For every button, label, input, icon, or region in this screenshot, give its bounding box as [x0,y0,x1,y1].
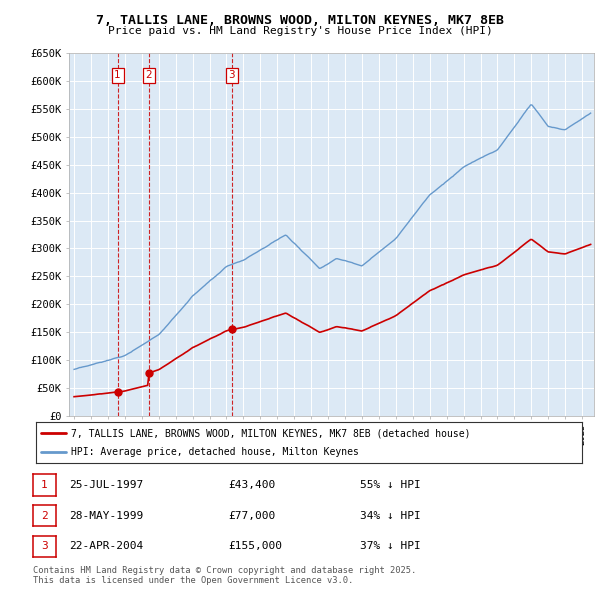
Text: 7, TALLIS LANE, BROWNS WOOD, MILTON KEYNES, MK7 8EB: 7, TALLIS LANE, BROWNS WOOD, MILTON KEYN… [96,14,504,27]
Text: £43,400: £43,400 [228,480,275,490]
Text: 1: 1 [114,70,121,80]
Text: 22-APR-2004: 22-APR-2004 [69,542,143,551]
Text: 1: 1 [41,480,48,490]
Text: 28-MAY-1999: 28-MAY-1999 [69,511,143,520]
Text: £155,000: £155,000 [228,542,282,551]
Text: 2: 2 [145,70,152,80]
Text: £77,000: £77,000 [228,511,275,520]
Text: 25-JUL-1997: 25-JUL-1997 [69,480,143,490]
Text: 3: 3 [229,70,235,80]
Text: 34% ↓ HPI: 34% ↓ HPI [360,511,421,520]
Text: HPI: Average price, detached house, Milton Keynes: HPI: Average price, detached house, Milt… [71,447,359,457]
Text: 7, TALLIS LANE, BROWNS WOOD, MILTON KEYNES, MK7 8EB (detached house): 7, TALLIS LANE, BROWNS WOOD, MILTON KEYN… [71,428,471,438]
Text: 37% ↓ HPI: 37% ↓ HPI [360,542,421,551]
Text: 3: 3 [41,542,48,551]
Text: 2: 2 [41,511,48,520]
Text: Price paid vs. HM Land Registry's House Price Index (HPI): Price paid vs. HM Land Registry's House … [107,26,493,36]
Text: 55% ↓ HPI: 55% ↓ HPI [360,480,421,490]
Text: Contains HM Land Registry data © Crown copyright and database right 2025.
This d: Contains HM Land Registry data © Crown c… [33,566,416,585]
